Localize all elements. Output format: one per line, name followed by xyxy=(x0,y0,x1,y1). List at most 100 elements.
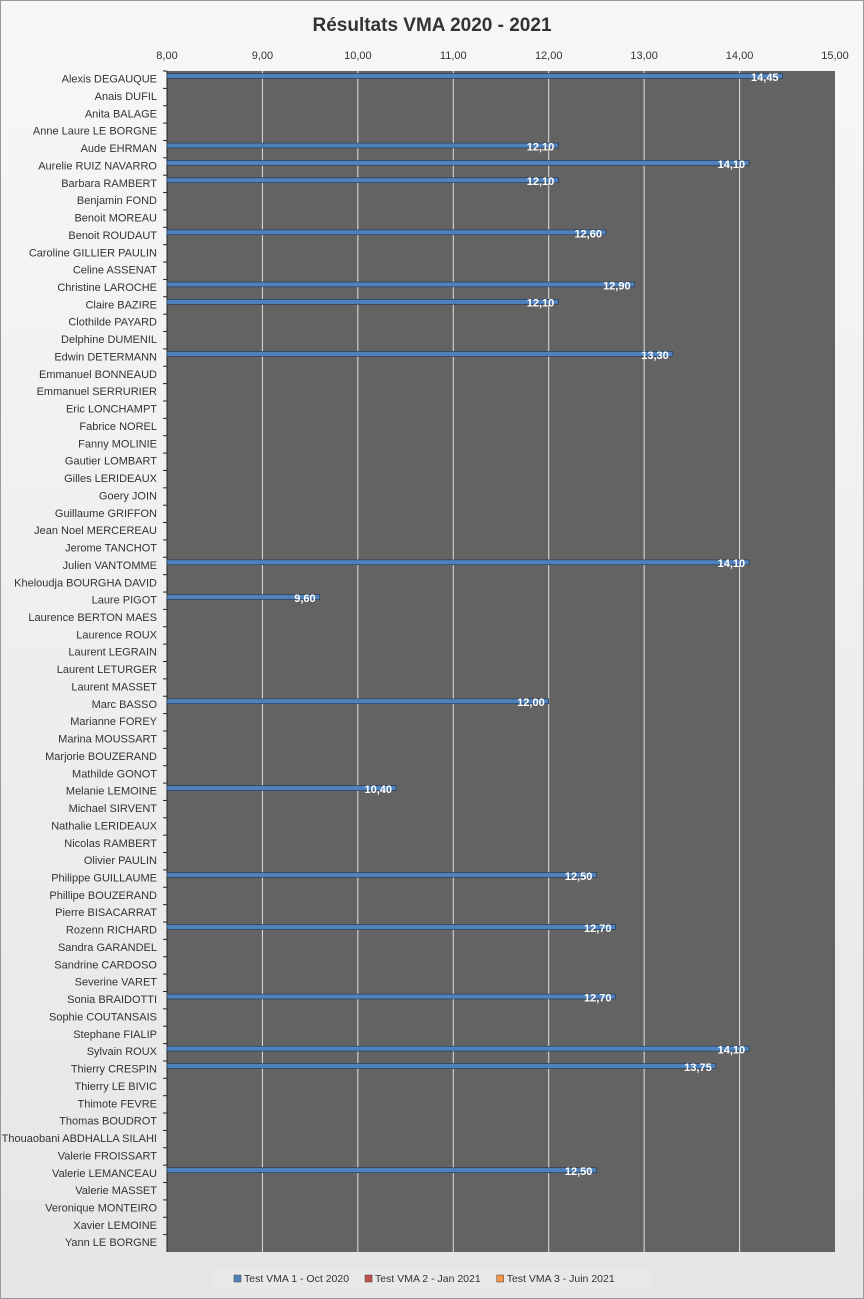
y-tick-label: Mathilde GONOT xyxy=(72,768,157,780)
value-label: 12,70 xyxy=(584,992,612,1004)
y-tick-label: Xavier LEMOINE xyxy=(73,1220,157,1232)
bar xyxy=(166,281,635,288)
value-label: 14,10 xyxy=(718,1045,746,1057)
y-tick-label: Benoit ROUDAUT xyxy=(68,230,157,242)
y-tick-label: Pierre BISACARRAT xyxy=(55,907,157,919)
y-tick-label: Caroline GILLIER PAULIN xyxy=(29,247,157,259)
y-tick-label: Anne Laure LE BORGNE xyxy=(33,126,157,138)
y-tick-label: Marina MOUSSART xyxy=(58,734,157,746)
y-tick-label: Thomas BOUDROT xyxy=(59,1116,157,1128)
y-tick-label: Guillaume GRIFFON xyxy=(55,508,157,520)
y-tick-label: Thimote FEVRE xyxy=(78,1098,157,1110)
bar xyxy=(166,299,559,305)
y-tick-label: Aurelie RUIZ NAVARRO xyxy=(38,160,157,172)
y-tick-label: Phillipe BOUZERAND xyxy=(49,890,157,902)
y-tick-label: Valerie FROISSART xyxy=(58,1150,158,1162)
x-tick-label: 14,00 xyxy=(726,50,754,62)
y-tick-label: Eric LONCHAMPT xyxy=(66,404,157,416)
y-tick-label: Barbara RAMBERT xyxy=(61,178,157,190)
value-label: 14,10 xyxy=(718,558,746,570)
value-label: 12,60 xyxy=(574,228,602,240)
x-tick-label: 15,00 xyxy=(821,50,849,62)
y-tick-label: Anita BALAGE xyxy=(85,108,157,120)
y-tick-label: Emmanuel SERRURIER xyxy=(37,386,157,398)
bar xyxy=(166,594,320,600)
y-tick-label: Claire BAZIRE xyxy=(85,299,157,311)
y-tick-label: Fanny MOLINIE xyxy=(78,438,157,450)
value-label: 10,40 xyxy=(364,784,392,796)
value-label: 12,50 xyxy=(565,1166,593,1178)
bar xyxy=(166,351,674,357)
x-tick-label: 13,00 xyxy=(630,50,658,62)
legend-swatch xyxy=(233,1274,242,1283)
value-label: 12,10 xyxy=(527,176,555,188)
value-label: 13,30 xyxy=(641,350,669,362)
value-label: 14,10 xyxy=(718,159,746,171)
bar xyxy=(166,698,550,705)
bar xyxy=(166,177,559,183)
y-tick-label: Clothilde PAYARD xyxy=(68,317,157,329)
bar xyxy=(166,160,750,166)
bar xyxy=(166,229,607,236)
x-tick-label: 8,00 xyxy=(156,50,177,62)
y-tick-label: Alexis DEGAUQUE xyxy=(62,74,157,86)
y-tick-label: Marianne FOREY xyxy=(70,716,157,728)
bar xyxy=(166,872,597,878)
y-tick-label: Marc BASSO xyxy=(92,699,158,711)
y-tick-label: Goery JOIN xyxy=(99,490,157,502)
y-tick-label: Melanie LEMOINE xyxy=(66,786,157,798)
y-tick-label: Jerome TANCHOT xyxy=(65,543,157,555)
y-tick-label: Valerie LEMANCEAU xyxy=(52,1168,157,1180)
value-label: 9,60 xyxy=(294,593,315,605)
value-label: 12,50 xyxy=(565,871,593,883)
x-tick-label: 9,00 xyxy=(252,50,273,62)
y-tick-label: Thouaobani ABDHALLA SILAHI xyxy=(2,1133,157,1145)
legend-label: Test VMA 2 - Jan 2021 xyxy=(375,1273,481,1285)
y-tick-label: Sandra GARANDEL xyxy=(58,942,157,954)
y-tick-label: Sandrine CARDOSO xyxy=(54,959,157,971)
y-tick-label: Thierry CRESPIN xyxy=(71,1064,157,1076)
y-tick-label: Laurence BERTON MAES xyxy=(28,612,157,624)
y-tick-label: Laure PIGOT xyxy=(92,595,158,607)
y-tick-label: Laurence ROUX xyxy=(76,629,157,641)
y-tick-label: Sonia BRAIDOTTI xyxy=(67,994,157,1006)
y-tick-label: Fabrice NOREL xyxy=(79,421,157,433)
bar xyxy=(166,73,783,79)
legend-label: Test VMA 3 - Juin 2021 xyxy=(507,1273,615,1285)
legend-label: Test VMA 1 - Oct 2020 xyxy=(244,1273,349,1285)
y-tick-label: Delphine DUMENIL xyxy=(61,334,157,346)
y-tick-label: Aude EHRMAN xyxy=(81,143,157,155)
chart-title: Résultats VMA 2020 - 2021 xyxy=(312,15,551,36)
y-tick-label: Christine LAROCHE xyxy=(57,282,157,294)
y-tick-label: Benjamin FOND xyxy=(77,195,157,207)
y-tick-label: Michael SIRVENT xyxy=(69,803,158,815)
value-label: 13,75 xyxy=(684,1062,712,1074)
y-tick-label: Anais DUFIL xyxy=(95,91,157,103)
y-tick-label: Julien VANTOMME xyxy=(63,560,157,572)
y-tick-label: Thierry LE BIVIC xyxy=(74,1081,157,1093)
value-label: 12,90 xyxy=(603,280,631,292)
y-tick-label: Sylvain ROUX xyxy=(87,1046,158,1058)
y-tick-label: Gautier LOMBART xyxy=(65,456,157,468)
bar xyxy=(166,1063,717,1069)
legend-box xyxy=(212,1268,652,1289)
bar xyxy=(166,785,397,791)
y-tick-label: Laurent MASSET xyxy=(71,681,157,693)
y-tick-label: Rozenn RICHARD xyxy=(66,925,157,937)
legend-swatch xyxy=(496,1274,504,1283)
y-tick-label: Marjorie BOUZERAND xyxy=(45,751,157,763)
y-tick-label: Jean Noel MERCEREAU xyxy=(34,525,157,537)
value-label: 12,10 xyxy=(527,298,555,310)
y-tick-label: Olivier PAULIN xyxy=(84,855,157,867)
y-tick-label: Benoit MOREAU xyxy=(74,213,157,225)
y-tick-label: Yann LE BORGNE xyxy=(65,1237,157,1249)
x-tick-label: 10,00 xyxy=(344,50,372,62)
plot-area xyxy=(167,71,835,1252)
bar xyxy=(166,1167,597,1173)
y-tick-label: Celine ASSENAT xyxy=(73,265,157,277)
bar xyxy=(166,924,616,930)
y-tick-label: Stephane FIALIP xyxy=(73,1029,157,1041)
value-label: 12,70 xyxy=(584,923,612,935)
x-tick-label: 11,00 xyxy=(440,50,467,62)
value-label: 14,45 xyxy=(751,72,779,84)
